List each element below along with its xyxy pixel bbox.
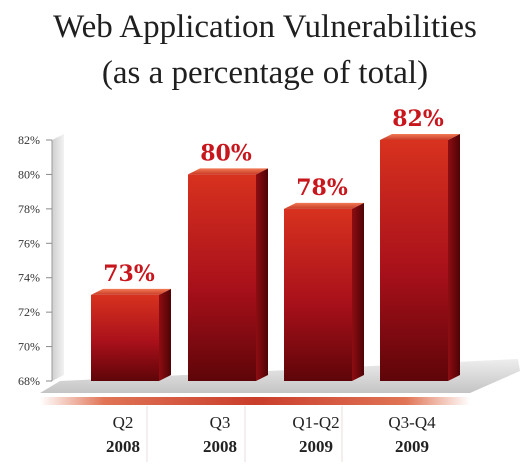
bar-front <box>91 294 159 381</box>
bar <box>91 288 171 381</box>
x-tick-label-year: 2009 <box>395 437 429 456</box>
y-tick-label: 76% <box>18 236 40 250</box>
chart-subtitle: (as a percentage of total) <box>101 55 429 91</box>
data-label: 80% <box>200 140 252 166</box>
bar-front <box>188 174 256 381</box>
data-label: 78% <box>296 175 348 201</box>
x-tick-label-year: 2009 <box>299 437 333 456</box>
bar-side <box>352 202 364 381</box>
x-tick-label-year: 2008 <box>203 437 237 456</box>
x-tick-label-year: 2008 <box>106 437 140 456</box>
bar-top <box>188 168 268 175</box>
x-tick-label: Q2 <box>113 413 134 432</box>
bar-top <box>91 288 171 295</box>
bar-front <box>284 208 352 381</box>
data-label: 82% <box>392 106 444 132</box>
y-tick-label: 78% <box>18 202 40 216</box>
bar <box>188 168 268 381</box>
data-label: 73% <box>103 261 155 287</box>
x-tick-label: Q3-Q4 <box>388 413 436 432</box>
bar-side <box>448 134 460 381</box>
y-tick-label: 72% <box>18 305 40 319</box>
bar <box>380 134 460 381</box>
x-tick-label: Q3 <box>210 413 231 432</box>
y-tick-label: 74% <box>18 271 40 285</box>
bar-front <box>380 140 448 381</box>
axis-wall <box>52 134 64 381</box>
y-tick-label: 82% <box>18 133 40 147</box>
bar-top <box>380 134 460 140</box>
bar-side <box>159 288 171 381</box>
bar-side <box>256 168 268 381</box>
y-tick-label: 70% <box>18 340 40 354</box>
bar-top <box>284 202 364 209</box>
chart-title: Web Application Vulnerabilities <box>53 9 477 45</box>
y-tick-label: 80% <box>18 167 40 181</box>
bar <box>284 202 364 381</box>
category-band <box>40 397 470 405</box>
x-tick-label: Q1-Q2 <box>292 413 339 432</box>
y-tick-label: 68% <box>18 374 40 388</box>
